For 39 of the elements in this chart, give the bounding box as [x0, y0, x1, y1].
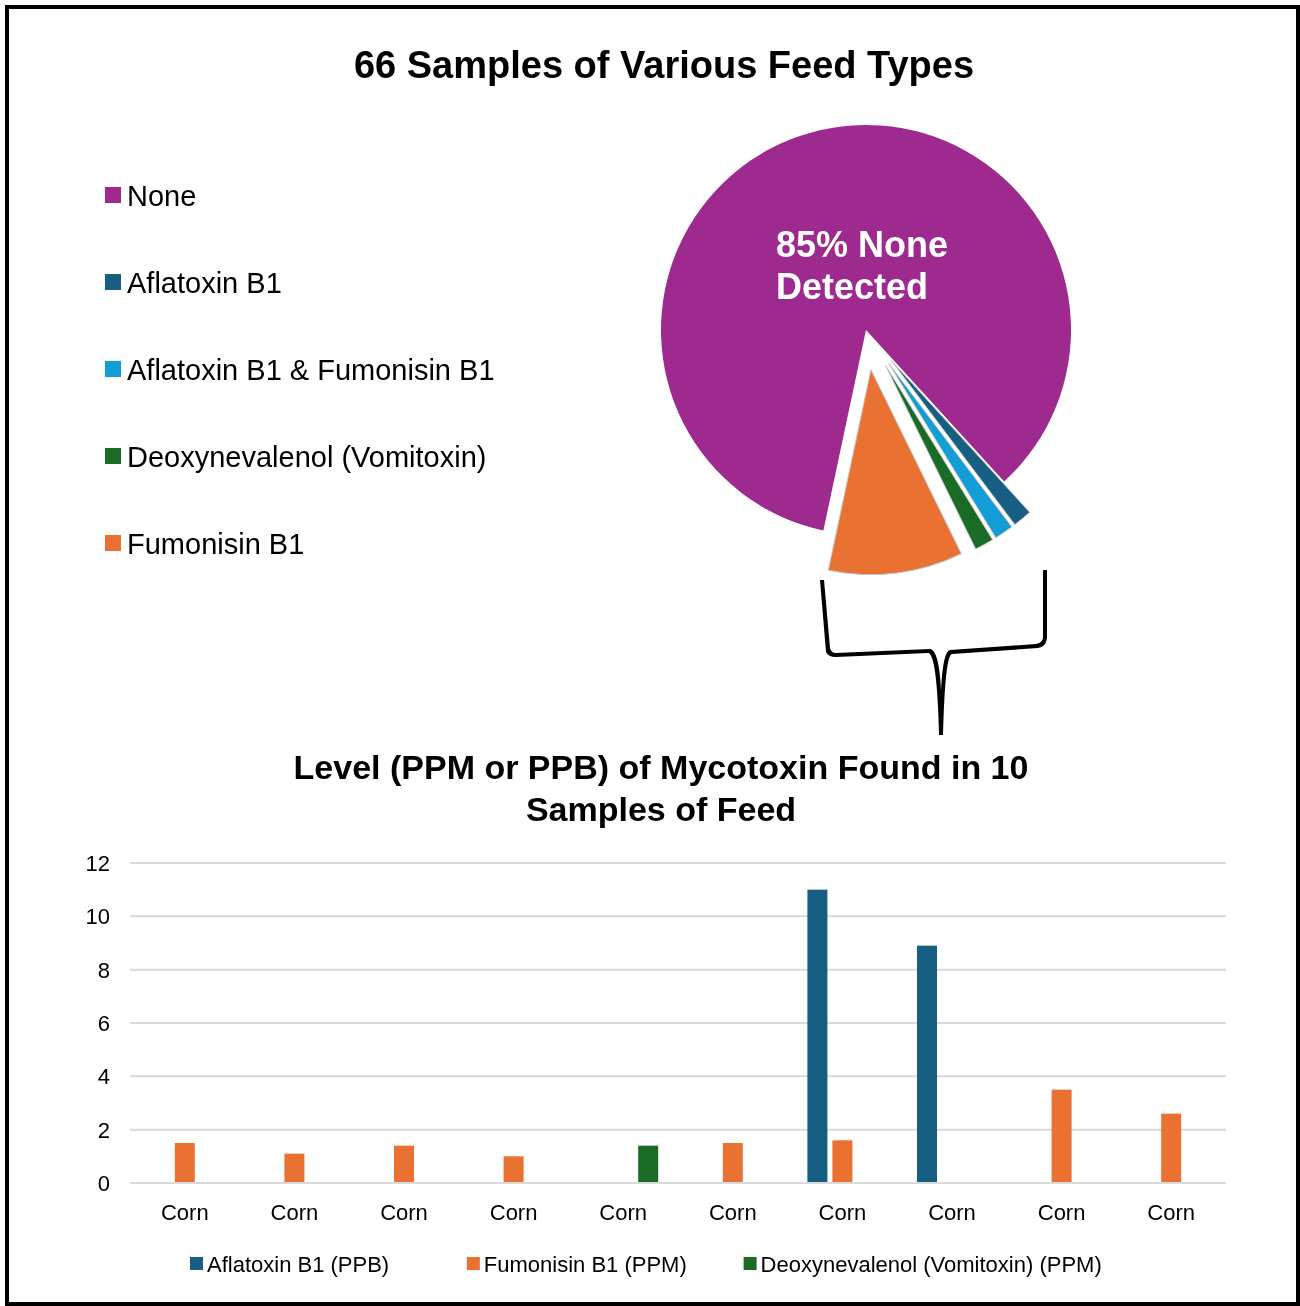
x-tick-label: Corn	[1037, 1200, 1086, 1225]
chart-title: 66 Samples of Various Feed Types	[353, 44, 975, 86]
legend-label: Fumonisin B1	[127, 528, 305, 560]
bar	[638, 1145, 659, 1183]
x-tick-label: Corn	[160, 1200, 209, 1225]
y-tick-label: 2	[97, 1117, 110, 1143]
legend-label: Deoxynevalenol (Vomitoxin)	[127, 441, 487, 473]
bar	[807, 889, 828, 1183]
x-tick-label: Corn	[708, 1200, 757, 1225]
y-tick-label: 0	[97, 1171, 110, 1196]
bar	[284, 1153, 305, 1183]
bar	[1161, 1113, 1182, 1183]
bar	[1051, 1089, 1072, 1183]
x-tick-label: Corn	[270, 1200, 319, 1225]
x-tick-label: Corn	[380, 1200, 428, 1225]
x-tick-label: Corn	[599, 1200, 648, 1225]
y-tick-label: 4	[97, 1064, 110, 1090]
bar	[917, 945, 937, 1183]
legend-label: Fumonisin B1 (PPM)	[483, 1252, 687, 1277]
x-tick-label: Corn	[1147, 1200, 1196, 1225]
y-tick-label: 6	[97, 1011, 110, 1036]
bar	[722, 1143, 743, 1183]
x-tick-label: Corn	[489, 1200, 538, 1225]
legend-label: Aflatoxin B1 & Fumonisin B1	[127, 354, 495, 386]
x-tick-label: Corn	[928, 1200, 976, 1225]
bar	[503, 1156, 524, 1183]
bar	[174, 1143, 195, 1183]
chart-title: Level (PPM or PPB) of Mycotoxin Found in 10 Samples of Feed	[293, 748, 1029, 828]
y-tick-label: 8	[97, 957, 110, 983]
legend-label: None	[127, 180, 197, 212]
legend-label: Aflatoxin B1	[127, 267, 282, 299]
text: 85% None Detected	[776, 224, 949, 307]
bar	[832, 1140, 853, 1183]
legend-label: Deoxynevalenol (Vomitoxin) (PPM)	[760, 1252, 1102, 1277]
bar	[394, 1145, 414, 1183]
x-tick-label: Corn	[818, 1200, 867, 1225]
legend-label: Aflatoxin B1 (PPB)	[207, 1252, 390, 1277]
y-tick-label: 10	[85, 904, 110, 930]
y-tick-label: 12	[85, 851, 110, 876]
